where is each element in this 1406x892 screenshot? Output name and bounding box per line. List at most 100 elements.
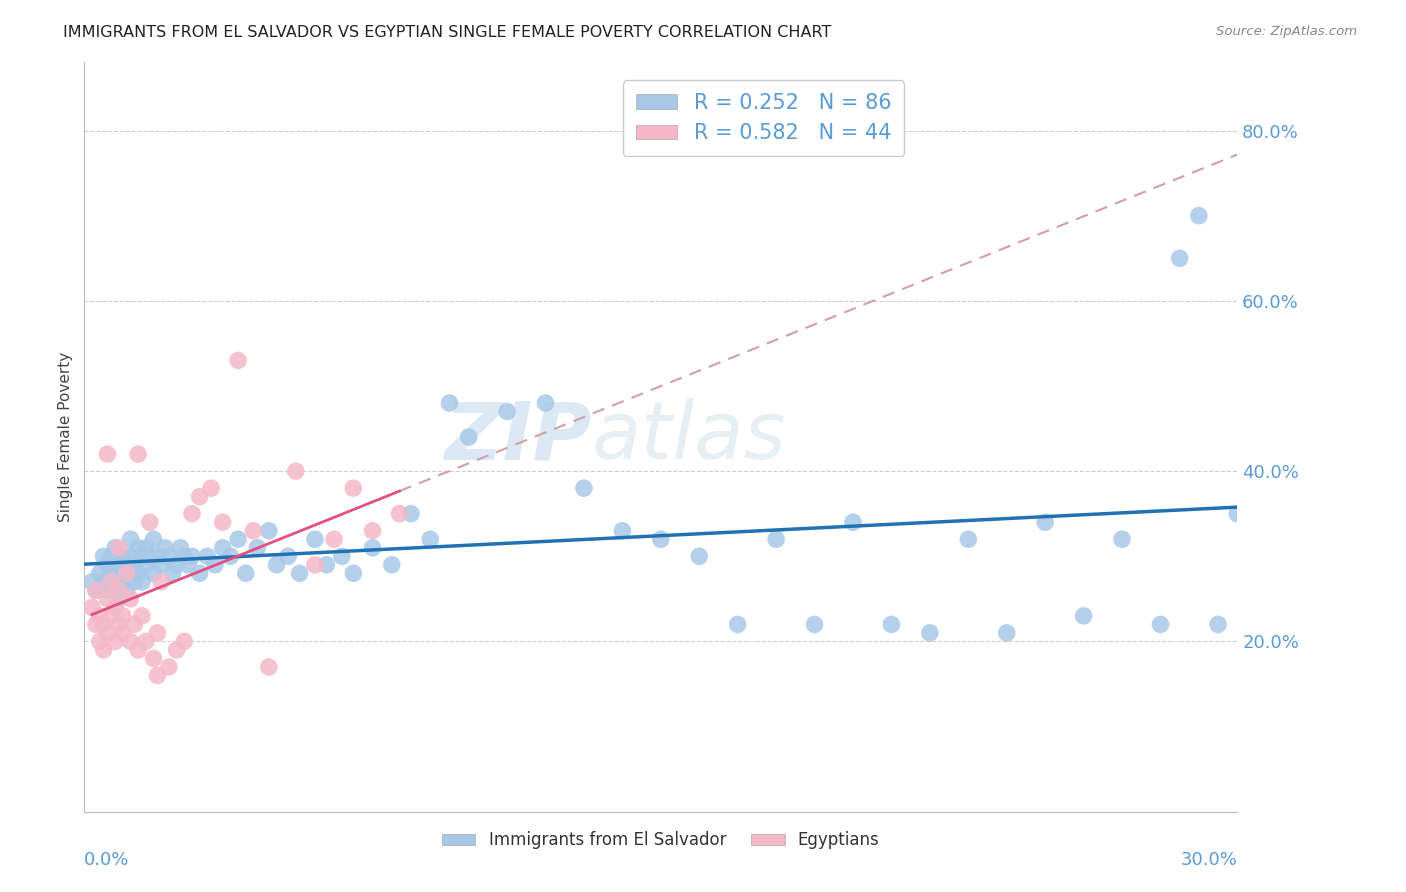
Point — [803, 617, 825, 632]
Text: IMMIGRANTS FROM EL SALVADOR VS EGYPTIAN SINGLE FEMALE POVERTY CORRELATION CHART: IMMIGRANTS FROM EL SALVADOR VS EGYPTIAN … — [63, 25, 831, 40]
Point — [111, 574, 134, 589]
Point — [96, 626, 118, 640]
Point — [93, 643, 115, 657]
Point — [124, 574, 146, 589]
Point — [361, 541, 384, 555]
Point — [127, 447, 149, 461]
Point — [166, 558, 188, 572]
Point — [157, 549, 180, 564]
Point — [181, 507, 204, 521]
Point — [181, 549, 204, 564]
Point — [96, 583, 118, 598]
Point — [150, 558, 173, 572]
Point — [135, 634, 157, 648]
Point — [93, 549, 115, 564]
Point — [173, 549, 195, 564]
Point — [612, 524, 634, 538]
Point — [153, 541, 176, 555]
Point — [131, 549, 153, 564]
Point — [115, 558, 138, 572]
Point — [111, 608, 134, 623]
Point — [188, 490, 211, 504]
Point — [111, 626, 134, 640]
Point — [188, 566, 211, 581]
Point — [84, 617, 107, 632]
Point — [108, 583, 131, 598]
Text: atlas: atlas — [592, 398, 786, 476]
Point — [142, 566, 165, 581]
Point — [84, 583, 107, 598]
Point — [138, 515, 160, 529]
Point — [104, 634, 127, 648]
Point — [93, 617, 115, 632]
Point — [342, 481, 364, 495]
Point — [918, 626, 941, 640]
Point — [135, 541, 157, 555]
Point — [111, 549, 134, 564]
Point — [957, 533, 980, 547]
Point — [120, 566, 142, 581]
Point — [120, 591, 142, 606]
Point — [304, 558, 326, 572]
Point — [242, 524, 264, 538]
Point — [1149, 617, 1171, 632]
Point — [288, 566, 311, 581]
Point — [235, 566, 257, 581]
Point — [89, 608, 111, 623]
Point — [572, 481, 595, 495]
Point — [89, 566, 111, 581]
Point — [96, 591, 118, 606]
Point — [304, 533, 326, 547]
Point — [162, 566, 184, 581]
Point — [108, 617, 131, 632]
Point — [211, 541, 233, 555]
Point — [284, 464, 307, 478]
Point — [115, 583, 138, 598]
Point — [104, 600, 127, 615]
Point — [842, 515, 865, 529]
Point — [104, 541, 127, 555]
Point — [388, 507, 411, 521]
Point — [200, 481, 222, 495]
Point — [100, 574, 122, 589]
Text: 0.0%: 0.0% — [84, 851, 129, 869]
Point — [127, 643, 149, 657]
Point — [120, 634, 142, 648]
Point — [266, 558, 288, 572]
Point — [173, 634, 195, 648]
Point — [1188, 209, 1211, 223]
Point — [211, 515, 233, 529]
Point — [104, 574, 127, 589]
Text: Source: ZipAtlas.com: Source: ZipAtlas.com — [1216, 25, 1357, 38]
Point — [246, 541, 269, 555]
Y-axis label: Single Female Poverty: Single Female Poverty — [58, 352, 73, 522]
Point — [688, 549, 710, 564]
Point — [89, 634, 111, 648]
Legend: Immigrants from El Salvador, Egyptians: Immigrants from El Salvador, Egyptians — [436, 824, 886, 855]
Point — [111, 566, 134, 581]
Point — [496, 404, 519, 418]
Point — [80, 600, 103, 615]
Point — [257, 660, 280, 674]
Point — [115, 566, 138, 581]
Point — [120, 549, 142, 564]
Point — [880, 617, 903, 632]
Point — [135, 558, 157, 572]
Point — [419, 533, 441, 547]
Point — [1073, 608, 1095, 623]
Text: 30.0%: 30.0% — [1181, 851, 1237, 869]
Point — [399, 507, 422, 521]
Point — [1033, 515, 1056, 529]
Point — [93, 574, 115, 589]
Point — [361, 524, 384, 538]
Point — [120, 533, 142, 547]
Point — [765, 533, 787, 547]
Point — [177, 558, 200, 572]
Point — [157, 660, 180, 674]
Point — [80, 574, 103, 589]
Point — [150, 574, 173, 589]
Point — [323, 533, 346, 547]
Point — [439, 396, 461, 410]
Point — [96, 447, 118, 461]
Point — [457, 430, 479, 444]
